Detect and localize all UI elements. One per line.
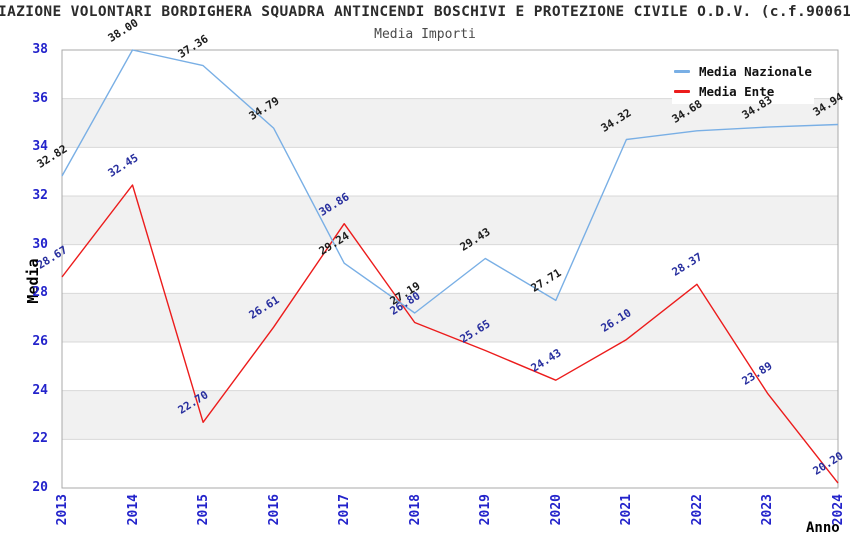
media-ente-line-swatch <box>674 89 690 93</box>
y-tick-label: 20 <box>32 480 48 495</box>
y-tick-label: 36 <box>32 90 48 106</box>
x-tick-label: 2016 <box>266 494 282 526</box>
band <box>62 196 838 245</box>
chart-title: IAZIONE VOLONTARI BORDIGHERA SQUADRA ANT… <box>0 4 850 20</box>
x-tick-label: 2020 <box>548 494 564 526</box>
x-tick-label: 2021 <box>619 494 635 526</box>
legend: Media Nazionale Media Ente <box>672 62 814 104</box>
y-tick-label: 30 <box>32 236 48 252</box>
y-tick-label: 22 <box>32 431 48 447</box>
legend-label-media-nazionale: Media Nazionale <box>699 63 812 79</box>
x-tick-label: 2019 <box>478 494 494 526</box>
y-tick-label: 34 <box>32 139 48 155</box>
y-tick-label: 32 <box>32 188 48 203</box>
x-tick-label: 2015 <box>196 494 212 526</box>
band <box>62 98 838 148</box>
series-line-0 <box>61 49 839 314</box>
legend-item-media-ente: Media Ente <box>674 83 812 99</box>
chart-subtitle: Media Importi <box>374 27 476 42</box>
x-axis-label: Anno <box>806 520 840 536</box>
series-line-1 <box>61 184 839 484</box>
x-tick-label: 2017 <box>337 494 353 526</box>
y-tick-label: 38 <box>32 42 48 57</box>
x-tick-label: 2013 <box>55 494 70 526</box>
x-tick-label: 2022 <box>689 494 705 526</box>
y-tick-label: 28 <box>32 285 48 301</box>
plot-border <box>61 49 839 489</box>
x-tick-label: 2018 <box>407 494 423 526</box>
x-tick-label: 2024 <box>831 494 846 526</box>
y-tick-label: 24 <box>32 382 48 398</box>
media-nazionale-line-swatch <box>674 69 690 73</box>
band <box>62 390 838 440</box>
y-tick-label: 26 <box>32 334 48 349</box>
legend-item-media-nazionale: Media Nazionale <box>674 63 812 79</box>
x-tick-label: 2014 <box>125 494 141 526</box>
x-tick-label: 2023 <box>760 494 776 526</box>
legend-label-media-ente: Media Ente <box>699 83 775 99</box>
band <box>62 293 838 342</box>
